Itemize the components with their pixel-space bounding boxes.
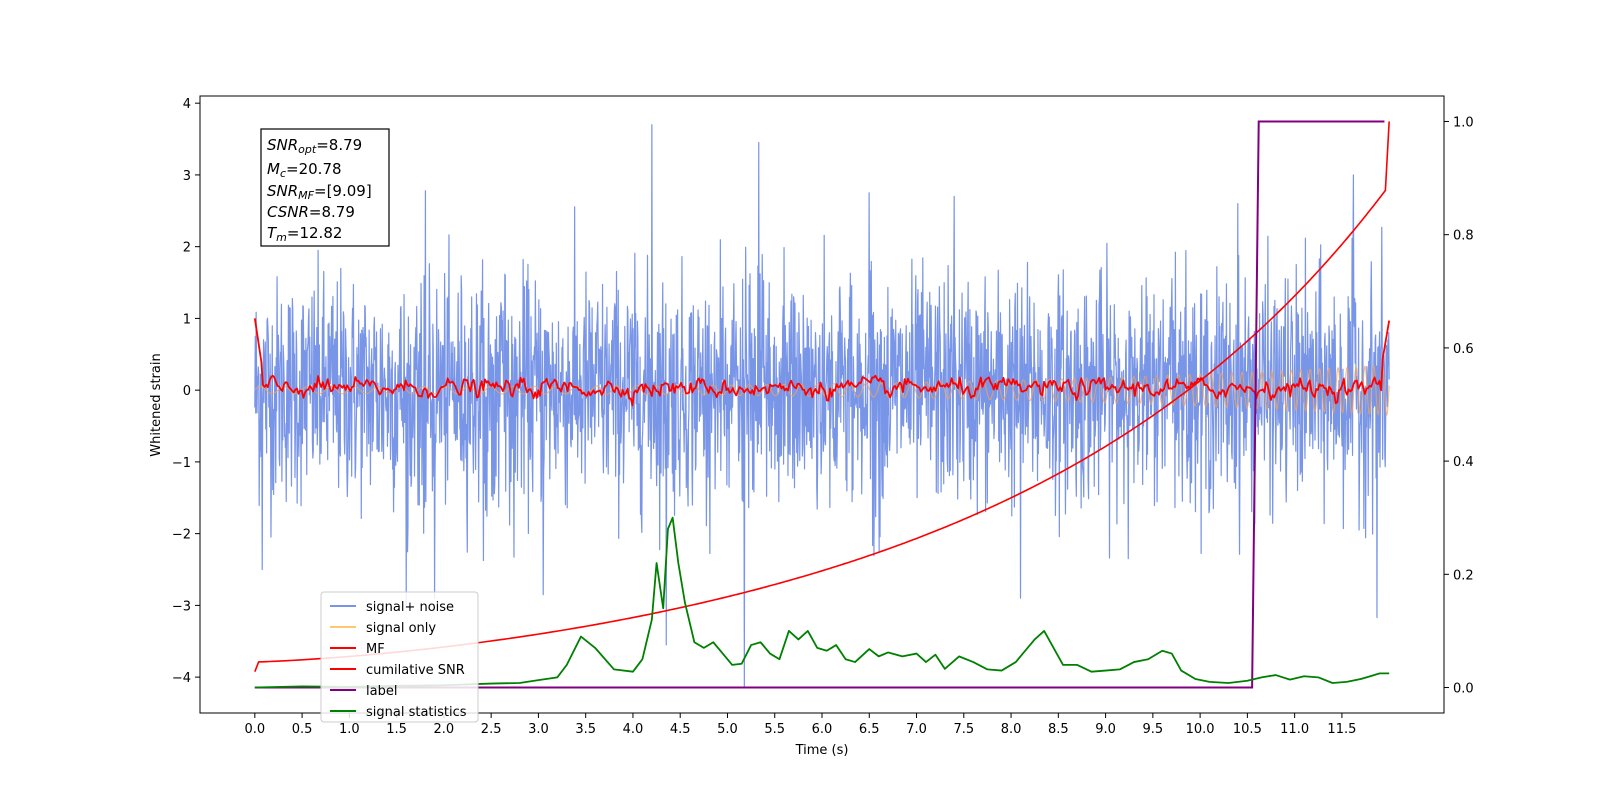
x-tick-label: 9.0: [1095, 722, 1116, 737]
y-tick-label: −2: [172, 528, 191, 543]
x-tick-label: 7.5: [953, 722, 974, 737]
legend-frame: [320, 591, 479, 723]
y-tick-label: 1: [183, 312, 191, 327]
x-tick-label: 3.5: [575, 722, 596, 737]
y-tick-label: 2: [183, 241, 191, 256]
x-tick-label: 10.5: [1233, 722, 1262, 737]
y-axis-left: −4 −3 −2 −1 0 1 2 3 4: [172, 97, 200, 686]
series-mf: [253, 318, 1391, 407]
x-tick-label: 4.0: [623, 722, 644, 737]
x-tick-label: 8.5: [1048, 722, 1069, 737]
legend-item-cumulative-snr: cumilative SNR: [366, 663, 465, 678]
y-tick-label: 0: [183, 384, 191, 399]
series-signal-noise: [254, 124, 1390, 689]
series-signal-statistics: [254, 516, 1390, 689]
y-axis-right: 0.0 0.2 0.4 0.6 0.8 1.0: [1444, 115, 1474, 697]
y2-tick-label: 0.6: [1453, 342, 1474, 357]
x-tick-label: 1.5: [386, 722, 407, 737]
x-tick-label: 1.0: [339, 722, 360, 737]
info-snr-mf: SNRMF=[9.09]: [267, 182, 372, 202]
x-tick-label: 4.5: [670, 722, 691, 737]
legend-item-label: label: [366, 684, 397, 699]
info-box: SNRopt=8.79 Mc=20.78 SNRMF=[9.09] CSNR=8…: [260, 128, 390, 247]
x-tick-label: 6.5: [859, 722, 880, 737]
x-tick-label: 3.0: [528, 722, 549, 737]
x-tick-label: 5.5: [764, 722, 785, 737]
x-tick-label: 5.0: [717, 722, 738, 737]
info-snr-opt: SNRopt=8.79: [267, 136, 362, 156]
y2-tick-label: 0.2: [1453, 568, 1474, 583]
legend-item-mf: MF: [366, 642, 385, 657]
y-tick-label: 3: [183, 169, 191, 184]
info-mc: Mc=20.78: [267, 160, 342, 180]
x-axis: 0.0 0.5 1.0 1.5 2.0 2.5 3.0 3.5 4.0 4.5 5.0 5.5 6.0 6…: [244, 713, 1356, 737]
x-tick-label: 2.5: [481, 722, 502, 737]
x-tick-label: 0.0: [244, 722, 265, 737]
x-tick-label: 0.5: [292, 722, 313, 737]
y-tick-label: −4: [172, 671, 191, 686]
x-tick-label: 9.5: [1143, 722, 1164, 737]
y2-tick-label: 1.0: [1453, 115, 1474, 130]
info-tm: Tm=12.82: [267, 224, 342, 244]
x-tick-label: 7.0: [906, 722, 927, 737]
y-tick-label: 4: [183, 97, 191, 112]
y2-tick-label: 0.4: [1453, 455, 1474, 470]
legend-item-signal-statistics: signal statistics: [366, 705, 467, 720]
info-csnr: CSNR=8.79: [267, 203, 355, 221]
info-box-frame: [260, 128, 390, 247]
y2-tick-label: 0.0: [1453, 682, 1474, 697]
legend-item-signal-only: signal only: [366, 621, 436, 636]
x-axis-label: Time (s): [795, 743, 849, 758]
x-tick-label: 10.0: [1186, 722, 1215, 737]
series-label: [254, 120, 1385, 689]
x-tick-label: 6.0: [812, 722, 833, 737]
x-tick-label: 11.0: [1280, 722, 1309, 737]
x-tick-label: 8.0: [1001, 722, 1022, 737]
y-tick-label: −1: [172, 456, 191, 471]
legend-item-signal-noise: signal+ noise: [366, 600, 454, 615]
y-tick-label: −3: [172, 599, 191, 614]
x-tick-label: 2.0: [434, 722, 455, 737]
y2-tick-label: 0.8: [1453, 229, 1474, 244]
legend: signal+ noise signal only MF cumilative SNR…: [320, 591, 479, 723]
x-tick-label: 11.5: [1327, 722, 1356, 737]
y-axis-label: Whitened strain: [149, 353, 164, 456]
